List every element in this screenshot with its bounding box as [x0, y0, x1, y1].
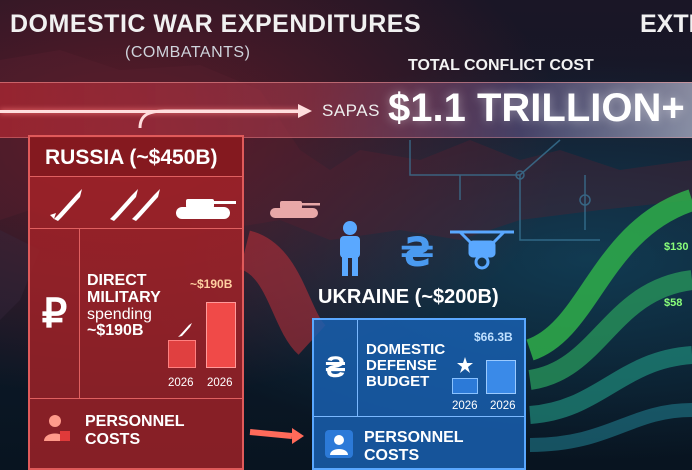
external-value-2: $58: [664, 297, 683, 309]
personnel-line-2: COSTS: [364, 446, 420, 464]
total-cost-label: TOTAL CONFLICT COST: [408, 57, 594, 74]
ruble-icon: ₽: [30, 229, 80, 398]
direct-line-1: DIRECT: [87, 272, 147, 289]
personnel-line-2: COSTS: [85, 430, 141, 448]
person-icon: [325, 430, 353, 458]
page-subtitle: (COMBATANTS): [125, 44, 251, 61]
total-cost-prefix: SAPAS: [322, 101, 380, 120]
page-title: DOMESTIC WAR EXPENDITURES: [10, 10, 422, 38]
hryvnia-icon: ₴: [314, 320, 358, 416]
drone-icon: [450, 230, 514, 270]
ukraine-year-1: 2026: [452, 400, 478, 412]
ukraine-name: UKRAINE (~$200B): [318, 286, 499, 308]
tank-icon: [270, 201, 320, 218]
missile-icon: [132, 189, 160, 221]
ukraine-personnel-label: PERSONNEL COSTS: [364, 429, 464, 464]
russia-personnel: PERSONNEL COSTS: [30, 399, 242, 454]
budget-line-2: DEFENSE: [366, 356, 437, 374]
personnel-line-1: PERSONNEL: [364, 429, 464, 446]
external-value-1: $130: [664, 241, 689, 253]
budget-line-1: DOMESTIC: [366, 341, 446, 358]
external-title-partial: EXTE: [640, 10, 692, 38]
ukraine-card: ₴ DOMESTIC DEFENSE BUDGET $66.3B 2026 20…: [312, 318, 526, 470]
ukraine-bar-1: [452, 378, 478, 394]
russia-direct-label: DIRECT MILITARY spending ~$190B: [87, 272, 161, 340]
russia-weapons-row: [30, 177, 242, 229]
ukraine-bar-value: $66.3B: [474, 330, 513, 344]
missile-icon: [178, 323, 192, 337]
ukraine-budget-label: DOMESTIC DEFENSE BUDGET: [366, 342, 445, 389]
ukraine-icons-row: ₴: [340, 221, 514, 276]
russia-direct-spending: ₽ DIRECT MILITARY spending ~$190B ~$190B…: [30, 229, 242, 399]
missile-icon: [50, 189, 82, 221]
ukraine-defense-budget: ₴ DOMESTIC DEFENSE BUDGET $66.3B 2026 20…: [314, 320, 524, 417]
russia-header: RUSSIA (~$450B): [30, 137, 242, 177]
russia-bar-value: ~$190B: [190, 277, 233, 291]
ukraine-year-2: 2026: [490, 400, 516, 412]
soldier-icon: [340, 221, 360, 276]
russia-name: RUSSIA (~$450B): [45, 146, 218, 169]
russia-card: RUSSIA (~$450B) ₽ DIRECT MILITARY: [28, 135, 244, 470]
russia-year-2: 2026: [207, 377, 233, 389]
tank-icon: [176, 199, 236, 219]
russia-year-1: 2026: [168, 377, 194, 389]
ukraine-personnel: PERSONNEL COSTS: [314, 417, 524, 470]
direct-line-4: ~$190B: [87, 322, 144, 340]
ukraine-bar-2: [486, 360, 516, 394]
budget-line-3: BUDGET: [366, 372, 430, 390]
personnel-line-1: PERSONNEL: [85, 413, 185, 430]
russia-bar-2: [206, 301, 236, 368]
person-icon: [44, 415, 70, 441]
missile-icon: [110, 189, 138, 221]
direct-line-3: spending: [87, 305, 152, 323]
total-cost-value: $1.1 TRILLION+: [388, 86, 685, 130]
hryvnia-icon: ₴: [400, 230, 434, 276]
russia-personnel-label: PERSONNEL COSTS: [85, 413, 185, 448]
russia-bar-1: [168, 340, 196, 368]
arrow-head-icon: [138, 104, 312, 129]
direct-line-2: MILITARY: [87, 288, 161, 306]
star-icon: [457, 357, 473, 373]
